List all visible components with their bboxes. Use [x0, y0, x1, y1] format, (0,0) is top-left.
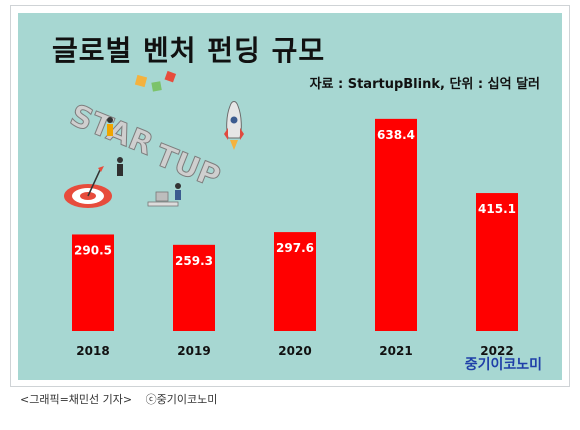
- bar-2020: [274, 232, 316, 331]
- brand-logo: 중기이코노미: [464, 357, 542, 373]
- data-label-2020: 297.6: [276, 241, 314, 255]
- data-label-2019: 259.3: [175, 254, 213, 268]
- x-tick-label-2019: 2019: [177, 344, 210, 358]
- data-label-2021: 638.4: [377, 128, 415, 142]
- bar-2022: [476, 193, 518, 331]
- chart-title: 글로벌 벤처 펀딩 규모: [52, 34, 326, 67]
- startup-illustration-icon: STAR TUP: [64, 70, 244, 208]
- x-tick-label-2020: 2020: [278, 344, 311, 358]
- people-icon: [107, 70, 181, 207]
- bar-chart: 290.5 2018 259.3 2019 297.6 2020 638.4 2021 415.…: [72, 118, 518, 358]
- data-label-2018: 290.5: [74, 243, 112, 257]
- bar-2018: [72, 234, 114, 331]
- x-tick-label-2022: 2022: [480, 344, 513, 358]
- x-tick-label-2021: 2021: [379, 344, 412, 358]
- caption-credit: <그래픽=채민선 기자>: [20, 393, 133, 406]
- rocket-icon: [224, 101, 244, 150]
- bar-2019: [173, 244, 215, 331]
- chart-subtitle: 자료 : StartupBlink, 단위 : 십억 달러: [309, 77, 540, 92]
- caption-copyright: ⓒ중기이코노미: [145, 393, 218, 406]
- target-icon: [64, 166, 112, 208]
- image-caption: <그래픽=채민선 기자> ⓒ중기이코노미: [20, 391, 217, 407]
- data-label-2022: 415.1: [478, 202, 516, 216]
- x-tick-label-2018: 2018: [76, 344, 109, 358]
- chart-panel: 글로벌 벤처 펀딩 규모 자료 : StartupBlink, 단위 : 십억 …: [18, 13, 562, 380]
- bar-2021: [375, 118, 417, 331]
